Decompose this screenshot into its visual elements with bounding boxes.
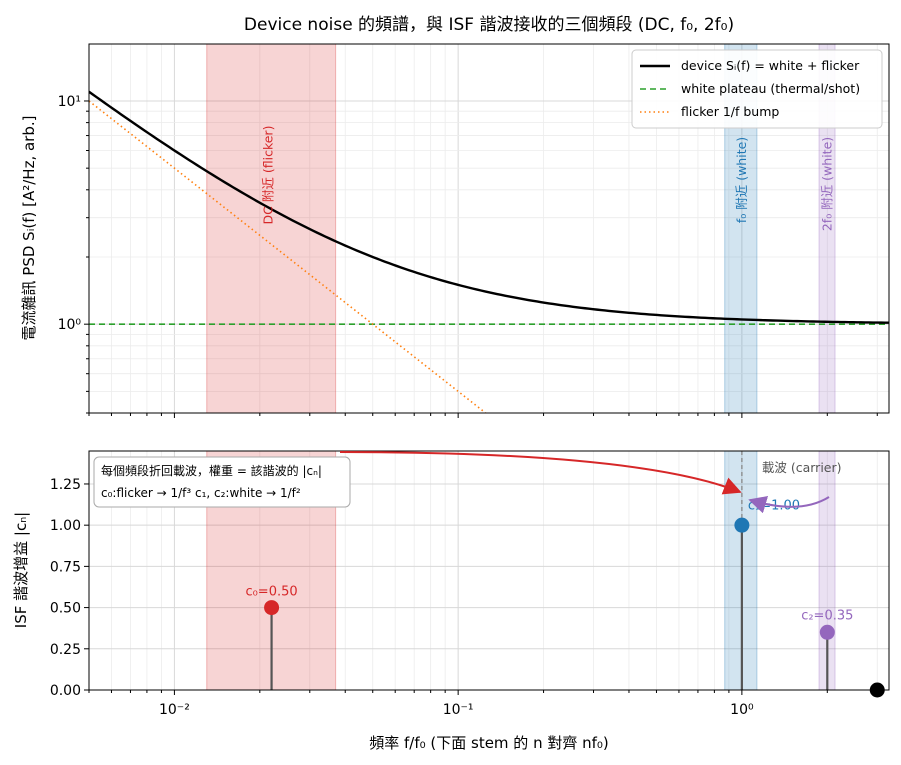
band-label-0: DC 附近 (flicker) [261, 126, 276, 225]
legend-label-flicker: flicker 1/f bump [681, 104, 779, 119]
legend: device Sᵢ(f) = white + flicker white pla… [631, 49, 883, 129]
stem-marker-1 [734, 517, 750, 533]
fold-annotation-line-1: 每個頻段折回載波，權重 = 該諧波的 |cₙ| [101, 463, 322, 478]
isf-x-tick-label: 10⁰ [730, 702, 754, 718]
isf-y-tick-label: 0.75 [50, 559, 81, 575]
psd-series-lines [89, 90, 889, 413]
legend-label-white: white plateau (thermal/shot) [681, 81, 860, 96]
psd-y-ticks: 10⁰ 10¹ [58, 94, 878, 418]
carrier-label: 載波 (carrier) [762, 460, 842, 475]
fold-arrow-2f0-to-carrier [748, 496, 830, 514]
legend-label-device: device Sᵢ(f) = white + flicker [681, 58, 860, 73]
isf-y-tick-label: 1.00 [50, 518, 81, 534]
isf-x-tick-label: 10⁻¹ [443, 702, 474, 718]
psd-y-axis-label: 電流雜訊 PSD Sᵢ(f) [A²/Hz, arb.] [20, 116, 38, 341]
series-device-line [89, 90, 889, 324]
series-flicker-line [89, 100, 487, 413]
isf-y-axis-label: ISF 諧波增益 |cₙ| [12, 512, 30, 628]
isf-x-tick-label: 10⁻² [159, 702, 190, 718]
psd-grid [88, 44, 889, 414]
isf-ticks: 10⁻² 10⁻¹ 10⁰ 0.00 0.25 0.50 0.75 1.00 1.25 [50, 477, 878, 718]
stem-marker-0 [264, 600, 280, 616]
stem-marker-2 [819, 624, 835, 640]
chart-title: Device noise 的頻譜，與 ISF 諧波接收的三個頻段 (DC, f₀… [244, 15, 734, 35]
psd-band-dc [206, 44, 337, 413]
band-label-2: 2f₀ 附近 (white) [819, 137, 834, 231]
fold-arrow-dc-to-carrier [339, 451, 742, 495]
stem-label-0: c₀=0.50 [245, 585, 297, 600]
psd-y-tick-label: 10¹ [58, 94, 81, 110]
fold-annotation: 每個頻段折回載波，權重 = 該諧波的 |cₙ| c₀:flicker → 1/f… [93, 456, 351, 508]
band-label-1: f₀ 附近 (white) [734, 137, 749, 223]
isf-y-tick-label: 0.50 [50, 601, 81, 617]
psd-y-tick-label: 10⁰ [58, 317, 82, 333]
x-axis-label: 頻率 f/f₀ (下面 stem 的 n 對齊 nf₀) [369, 734, 609, 752]
isf-y-tick-label: 1.25 [50, 477, 81, 493]
stem-label-2: c₂=0.35 [801, 608, 853, 623]
isf-y-tick-label: 0.00 [50, 683, 81, 699]
psd-band-labels: DC 附近 (flicker) f₀ 附近 (white) 2f₀ 附近 (whit… [261, 126, 835, 232]
psd-panel: DC 附近 (flicker) f₀ 附近 (white) 2f₀ 附近 (whit… [20, 43, 890, 418]
fold-annotation-line-2: c₀:flicker → 1/f³ c₁, c₂:white → 1/f² [101, 486, 301, 500]
psd-axes-frame [88, 43, 890, 414]
isf-y-tick-label: 0.25 [50, 642, 81, 658]
isf-axes-frame [88, 450, 890, 691]
